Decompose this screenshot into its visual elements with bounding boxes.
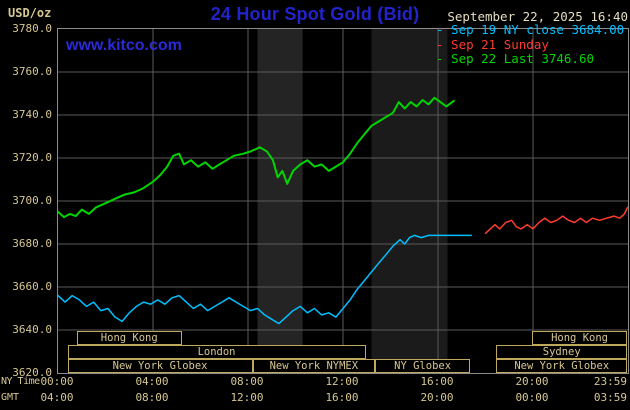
price-line-sep21 (484, 206, 628, 235)
market-session-new-york-globex: New York Globex (67, 359, 253, 373)
chart-datetime: September 22, 2025 16:40 (447, 9, 628, 24)
market-session-new-york-nymex: New York NYMEX (252, 359, 375, 373)
y-axis-tick-label: 3740.0 (12, 108, 52, 121)
x-axis-tick-label: 04:00 (40, 391, 74, 404)
y-axis-tick-label: 3720.0 (12, 151, 52, 164)
x-axis-tick-label: 16:00 (325, 391, 359, 404)
market-session-hong-kong: Hong Kong (531, 331, 628, 345)
chart-title: 24 Hour Spot Gold (Bid) (210, 4, 420, 24)
legend-item: - Sep 19 NY close 3684.00 (436, 22, 625, 37)
price-chart-svg (58, 29, 628, 373)
y-axis-tick-label: 3620.0 (12, 366, 52, 379)
y-axis-tick-label: 3640.0 (12, 323, 52, 336)
x-axis-tick-label: 23:59 (593, 375, 627, 388)
ny-time-axis-label: NY Time (1, 376, 40, 387)
y-axis-units-label: USD/oz (8, 6, 52, 20)
y-axis-tick-label: 3660.0 (12, 280, 52, 293)
x-axis-tick-label: 20:00 (420, 391, 454, 404)
x-axis-tick-label: 04:00 (135, 375, 169, 388)
x-axis-tick-label: 12:00 (325, 375, 359, 388)
price-line-sep19 (58, 234, 473, 325)
x-axis-tick-label: 00:00 (515, 391, 549, 404)
x-axis-tick-label: 20:00 (515, 375, 549, 388)
x-axis-tick-label: 12:00 (230, 391, 264, 404)
price-line-sep22 (58, 96, 455, 219)
y-axis-tick-label: 3760.0 (12, 65, 52, 78)
market-session-sydney: Sydney (496, 345, 628, 359)
x-axis-tick-label: 08:00 (135, 391, 169, 404)
legend-item: - Sep 21 Sunday (436, 36, 549, 52)
plot-area: Hong Kong Hong Kong London Sydney New York G… (57, 28, 629, 374)
y-axis-tick-label: 3680.0 (12, 237, 52, 250)
x-axis-tick-label: 00:00 (40, 375, 74, 388)
chart-legend: - Sep 19 NY close 3684.00- Sep 21 Sunday… (436, 22, 625, 67)
market-session-ny-globex: NY Globex (375, 359, 471, 373)
gmt-axis-label: GMT (1, 392, 20, 403)
x-axis-tick-label: 03:59 (593, 391, 627, 404)
x-axis-tick-label: 16:00 (420, 375, 454, 388)
market-session-hong-kong: Hong Kong (77, 331, 182, 345)
market-session-london: London (67, 345, 366, 359)
kitco-watermark-link[interactable]: www.kitco.com (66, 37, 182, 54)
y-axis-tick-label: 3700.0 (12, 194, 52, 207)
legend-item: - Sep 22 Last 3746.60 (436, 51, 595, 66)
market-session-new-york-globex: New York Globex (496, 359, 628, 373)
x-axis-tick-label: 08:00 (230, 375, 264, 388)
y-axis-tick-label: 3780.0 (12, 22, 52, 35)
